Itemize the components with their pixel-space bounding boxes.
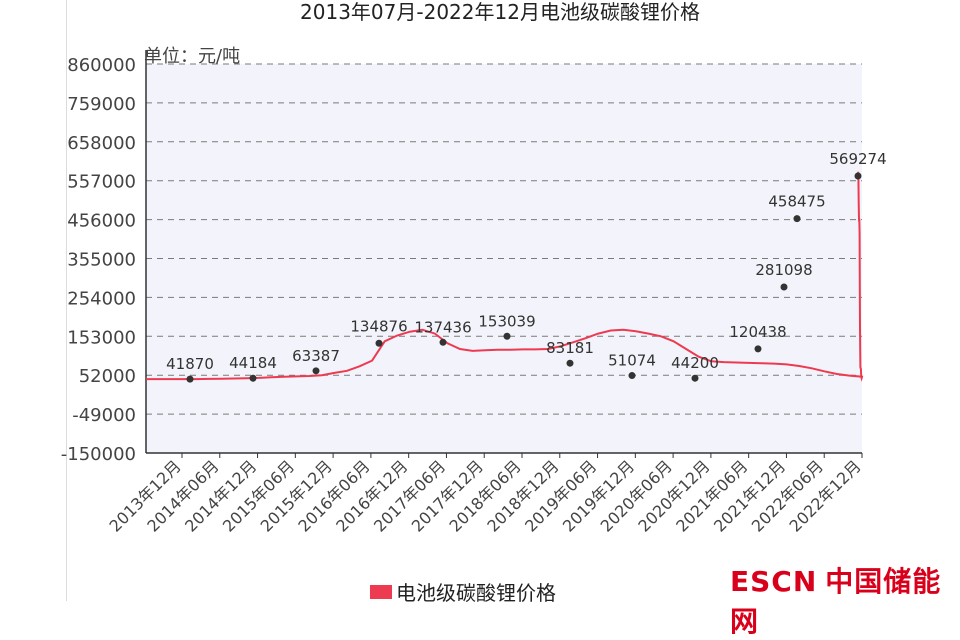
unit-label: 单位：元/吨: [144, 46, 240, 67]
legend-swatch: [370, 584, 392, 599]
y-tick-label: 355000: [67, 250, 136, 271]
chart-title: 2013年07月-2022年12月电池级碳酸锂价格: [300, 0, 700, 24]
watermark-latin: ESCN: [730, 565, 818, 598]
y-tick-label: 557000: [67, 172, 136, 193]
legend-label: 电池级碳酸锂价格: [396, 581, 556, 605]
data-point-marker: [854, 172, 862, 180]
data-point-marker: [439, 338, 447, 346]
y-tick-label: 254000: [67, 288, 136, 309]
data-point-marker: [186, 375, 194, 383]
data-point-marker: [503, 332, 511, 340]
data-label: 134876: [350, 317, 407, 335]
series-line: [146, 171, 864, 382]
y-tick-label: -49000: [72, 405, 136, 426]
data-point-marker: [312, 367, 320, 375]
data-label: 120438: [729, 323, 786, 341]
data-label: 44200: [671, 354, 719, 372]
data-point-marker: [249, 374, 257, 382]
chart-canvas: 860000 759000 658000 557000 456000 355000 2540…: [61, 46, 887, 536]
left-divider: [66, 0, 67, 601]
legend: 电池级碳酸锂价格: [370, 577, 556, 606]
y-tick-label: -150000: [61, 444, 136, 465]
data-point-marker: [566, 359, 574, 367]
data-label: 44184: [229, 354, 277, 372]
data-label: 153039: [478, 312, 535, 330]
y-tick-label: 658000: [67, 133, 136, 154]
data-point-marker: [793, 215, 801, 223]
data-label: 63387: [292, 347, 340, 365]
data-point-marker: [754, 345, 762, 353]
data-point-marker: [375, 339, 383, 347]
data-label: 41870: [166, 355, 214, 373]
data-point-marker: [628, 372, 636, 380]
data-point-marker: [691, 374, 699, 382]
y-tick-label: 52000: [79, 366, 136, 387]
escn-watermark-logo: ESCN 中国储能网: [730, 560, 960, 640]
data-label: 137436: [414, 318, 471, 336]
y-tick-label: 153000: [67, 327, 136, 348]
y-tick-label: 759000: [67, 94, 136, 115]
data-label: 83181: [546, 339, 594, 357]
y-tick-label: 456000: [67, 211, 136, 232]
data-label: 281098: [755, 261, 812, 279]
data-label: 569274: [829, 150, 886, 168]
data-label: 51074: [608, 352, 656, 370]
y-tick-label: 860000: [67, 55, 136, 76]
data-label: 458475: [768, 193, 825, 211]
data-point-marker: [780, 283, 788, 291]
